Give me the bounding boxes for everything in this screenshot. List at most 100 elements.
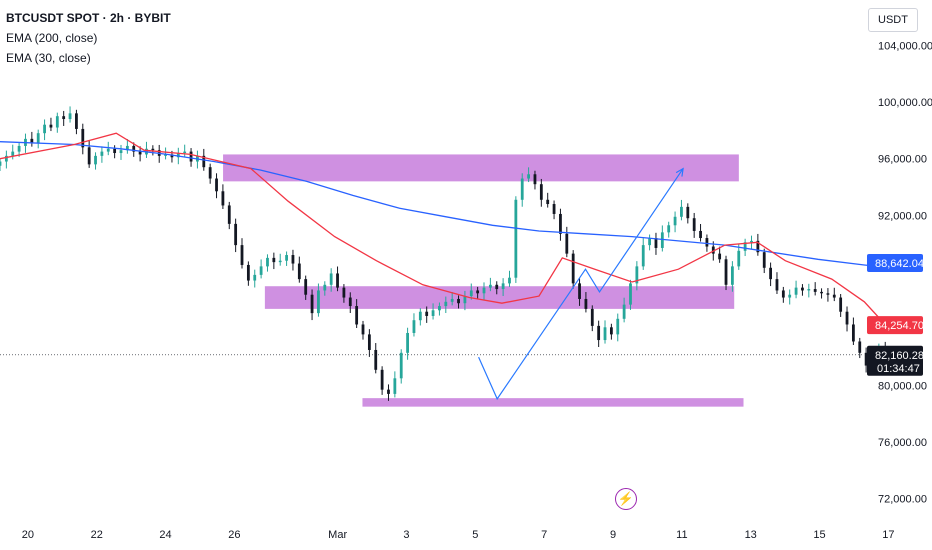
candle-body-41	[259, 266, 263, 275]
candle-body-36	[227, 205, 231, 224]
lightning-icon[interactable]: ⚡	[615, 488, 637, 510]
y-tick-label: 92,000.00	[878, 210, 927, 222]
candle-body-121	[769, 267, 772, 280]
candle-body-93	[590, 308, 594, 326]
candle-body-108	[686, 206, 690, 219]
candle-body-135	[858, 341, 862, 353]
candle-body-17	[106, 148, 110, 152]
candle-body-132	[839, 297, 843, 312]
projection-arrowhead	[675, 167, 684, 177]
zone-1	[223, 154, 739, 182]
candle-body-54	[342, 287, 346, 298]
candle-body-42	[266, 257, 269, 267]
candle-body-34	[215, 178, 218, 192]
ema30-line	[0, 132, 886, 325]
chart-legend: BTCUSDT SPOT · 2h · BYBIT EMA (200, clos…	[6, 8, 171, 68]
candle-body-12	[75, 113, 78, 129]
candle-body-8	[49, 124, 53, 128]
x-tick-label: Mar	[328, 529, 347, 541]
candle-body-97	[616, 318, 620, 335]
time-axis[interactable]: 20 22 24 26 Mar 3 5 7 9 11 13 15 17	[22, 529, 895, 541]
candle-body-125	[794, 287, 798, 295]
candle-body-28	[176, 153, 180, 158]
candle-body-100	[635, 266, 639, 284]
candle-body-107	[680, 206, 683, 217]
candle-body-105	[667, 225, 671, 233]
candle-body-82	[520, 178, 524, 200]
x-tick-label: 3	[403, 529, 409, 541]
x-tick-label: 17	[882, 529, 894, 541]
candle-body-47	[297, 263, 301, 280]
currency-button[interactable]: USDT	[868, 8, 918, 32]
candle-body-14	[87, 147, 91, 165]
candle-body-3	[17, 145, 21, 152]
candle-body-52	[329, 273, 333, 285]
candle-body-21	[132, 145, 136, 152]
ema200-legend[interactable]: EMA (200, close)	[6, 31, 98, 45]
candle-body-0	[0, 161, 2, 166]
candle-body-114	[724, 259, 728, 285]
candle-body-69	[438, 306, 441, 311]
ema30-legend[interactable]: EMA (30, close)	[6, 51, 91, 65]
candle-body-83	[527, 174, 530, 179]
candle-body-57	[361, 324, 365, 335]
candle-body-64	[406, 332, 409, 353]
candle-body-66	[418, 311, 422, 321]
candle-body-72	[457, 298, 460, 304]
candle-body-75	[476, 290, 480, 294]
candle-body-65	[412, 320, 416, 333]
candle-body-18	[113, 148, 117, 154]
x-tick-label: 7	[541, 529, 547, 541]
candle-body-39	[246, 264, 250, 281]
candle-body-133	[845, 311, 849, 325]
candle-body-122	[775, 279, 779, 291]
candle-body-128	[813, 289, 817, 292]
price-axis[interactable]: 104,000.00 100,000.00 96,000.00 92,000.00 76…	[878, 40, 932, 505]
candle-body-71	[450, 298, 454, 302]
candle-body-32	[202, 155, 206, 168]
ema200-price-label-bg	[867, 253, 923, 272]
candle-body-70	[444, 301, 448, 307]
candle-body-15	[94, 155, 97, 165]
x-tick-label: 13	[745, 529, 757, 541]
candle-body-22	[138, 151, 142, 155]
candle-body-24	[151, 148, 155, 151]
candle-body-13	[81, 128, 85, 148]
candle-body-20	[125, 145, 129, 151]
x-tick-label: 24	[159, 529, 171, 541]
candle-body-26	[164, 154, 167, 156]
candle-body-46	[291, 255, 295, 264]
candle-body-43	[272, 257, 276, 263]
y-tick-label: 104,000.00	[878, 40, 932, 52]
candle-body-126	[801, 287, 804, 291]
y-tick-label: 72,000.00	[878, 494, 927, 506]
candle-body-38	[240, 245, 244, 265]
candle-body-35	[221, 191, 225, 206]
candle-body-76	[482, 287, 486, 294]
candle-body-59	[374, 349, 378, 370]
candle-body-129	[820, 291, 823, 294]
x-tick-label: 15	[813, 529, 825, 541]
ema200-line	[0, 141, 886, 268]
symbol-title[interactable]: BTCUSDT SPOT · 2h · BYBIT	[6, 11, 171, 25]
candle-body-102	[648, 238, 651, 246]
candle-body-51	[323, 284, 327, 291]
candle-body-103	[654, 238, 658, 248]
candle-body-115	[730, 266, 734, 285]
last-price-label-countdown: 01:34:47	[877, 363, 920, 375]
candle-body-124	[788, 294, 792, 298]
candle-body-113	[718, 253, 722, 260]
candle-body-44	[278, 260, 282, 263]
candle-body-7	[43, 124, 46, 134]
last-price-label: 82,160.28	[875, 350, 924, 362]
zone-3	[362, 398, 744, 407]
candle-body-1	[4, 155, 8, 162]
candle-body-94	[597, 325, 601, 341]
candle-body-58	[367, 334, 371, 350]
x-tick-label: 5	[472, 529, 478, 541]
y-tick-label: 100,000.00	[878, 97, 932, 109]
candle-body-53	[336, 273, 339, 288]
candles-layer	[0, 106, 887, 401]
